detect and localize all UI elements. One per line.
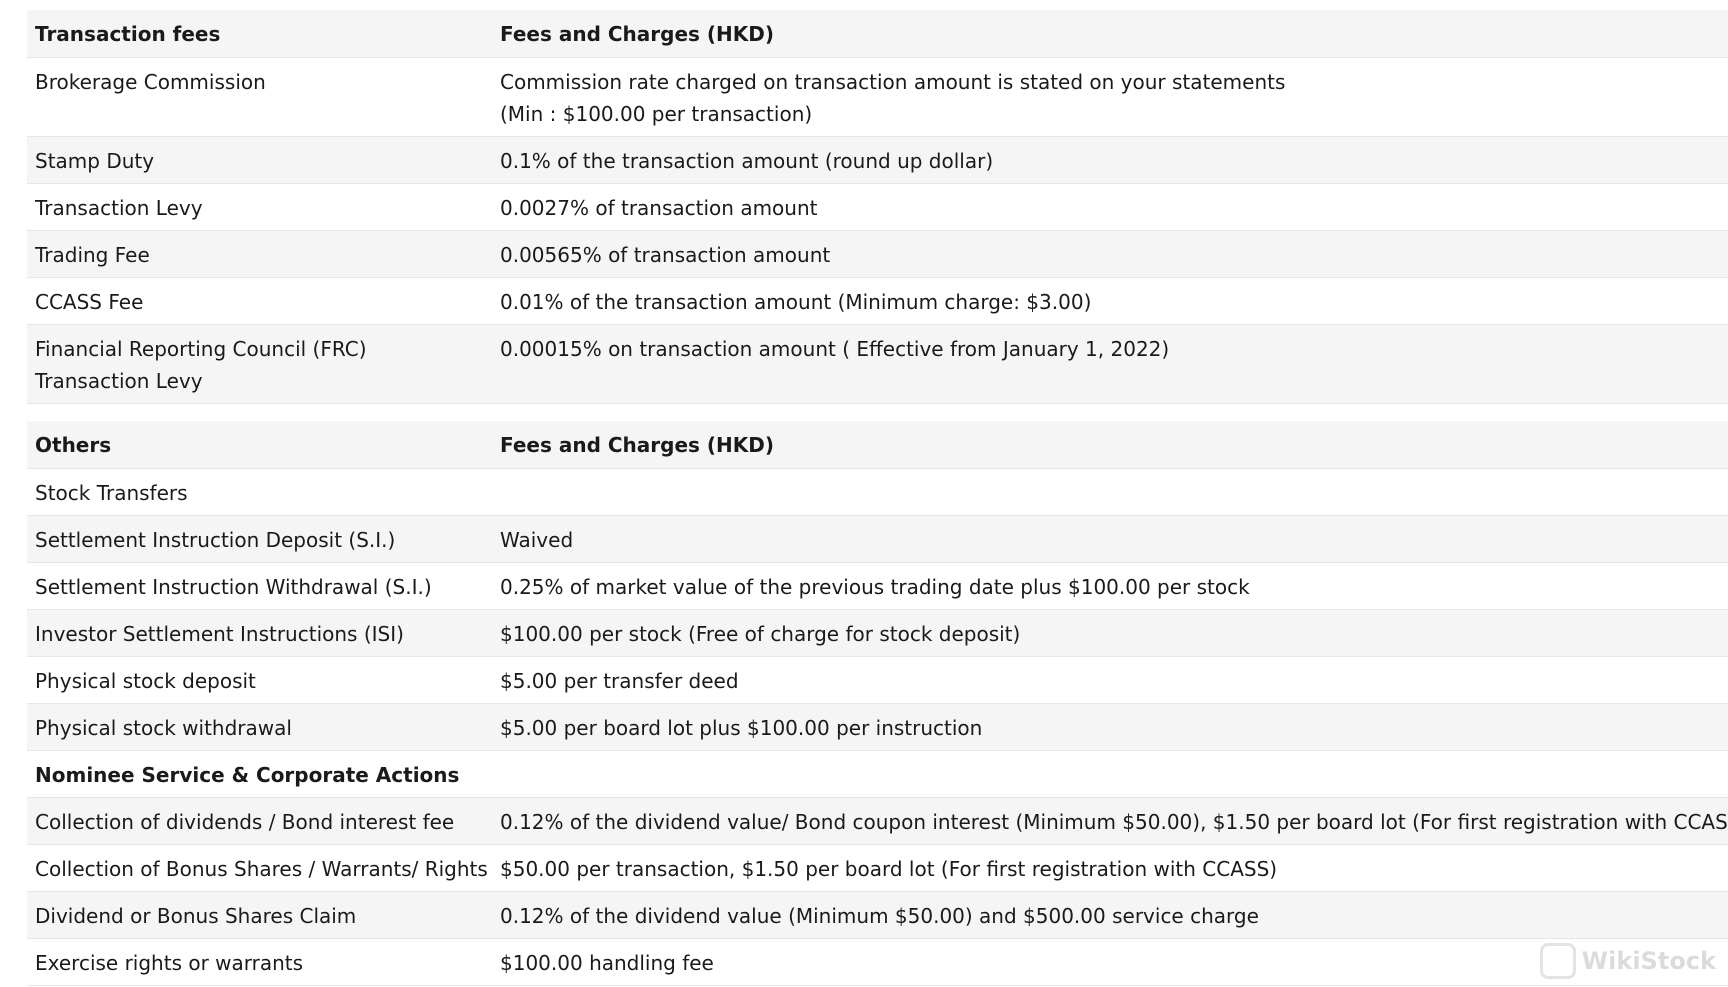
fee-item-label: Transaction Levy — [27, 183, 492, 231]
table-row: Investor Settlement Instructions (ISI) $… — [27, 609, 1728, 657]
fee-item-label: Financial Reporting Council (FRC) Transa… — [27, 324, 492, 404]
table-row: Collection of dividends / Bond interest … — [27, 797, 1728, 845]
section-subheader-row: Nominee Service & Corporate Actions — [27, 750, 1728, 798]
fee-value: $100.00 per stock (Free of charge for st… — [492, 609, 1728, 657]
table-header-row: Others Fees and Charges (HKD) — [27, 421, 1728, 469]
table-row: Stamp Duty 0.1% of the transaction amoun… — [27, 136, 1728, 184]
fee-item-label: Physical stock deposit — [27, 656, 492, 704]
header-cell-category: Transaction fees — [27, 10, 492, 58]
fee-value: $5.00 per board lot plus $100.00 per ins… — [492, 703, 1728, 751]
header-cell-fees: Fees and Charges (HKD) — [492, 10, 1728, 58]
fee-value: $5.00 per transfer deed — [492, 656, 1728, 704]
fee-value: 0.00565% of transaction amount — [492, 230, 1728, 278]
table-row: Transaction Levy 0.0027% of transaction … — [27, 183, 1728, 231]
fee-item-label: Settlement Instruction Withdrawal (S.I.) — [27, 562, 492, 610]
table-row: Stock Transfers — [27, 468, 1728, 516]
watermark-text: WikiStock — [1581, 947, 1716, 975]
header-cell-category: Others — [27, 421, 492, 469]
fee-value: Commission rate charged on transaction a… — [492, 57, 1728, 137]
table-row: Trading Fee 0.00565% of transaction amou… — [27, 230, 1728, 278]
fee-item-label: Dividend or Bonus Shares Claim — [27, 891, 492, 939]
fee-value-line: Commission rate charged on transaction a… — [500, 69, 1286, 94]
fee-value-line: (Min : $100.00 per transaction) — [500, 101, 813, 126]
fee-item-label: CCASS Fee — [27, 277, 492, 325]
section-subheader: Nominee Service & Corporate Actions — [27, 750, 492, 798]
fee-value: 0.01% of the transaction amount (Minimum… — [492, 277, 1728, 325]
fee-value: 0.1% of the transaction amount (round up… — [492, 136, 1728, 184]
watermark: WikiStock — [1539, 943, 1716, 979]
table-row: Dividend or Bonus Shares Claim 0.12% of … — [27, 891, 1728, 939]
fee-value: 0.12% of the dividend value (Minimum $50… — [492, 891, 1728, 939]
table-row: Exercise rights or warrants $100.00 hand… — [27, 938, 1728, 986]
table-row: CCASS Fee 0.01% of the transaction amoun… — [27, 277, 1728, 325]
fee-item-label: Physical stock withdrawal — [27, 703, 492, 751]
wikistock-logo-icon — [1539, 943, 1576, 979]
fee-item-label: Investor Settlement Instructions (ISI) — [27, 609, 492, 657]
fee-item-label: Collection of dividends / Bond interest … — [27, 797, 492, 845]
table-row: Settlement Instruction Deposit (S.I.) Wa… — [27, 515, 1728, 563]
fee-item-label-line: Transaction Levy — [35, 368, 203, 393]
table-row: Brokerage Commission Commission rate cha… — [27, 57, 1728, 137]
fee-item-label-line: Financial Reporting Council (FRC) — [35, 336, 367, 361]
table-header-row: Transaction fees Fees and Charges (HKD) — [27, 10, 1728, 58]
table-row: Financial Reporting Council (FRC) Transa… — [27, 324, 1728, 404]
table-row: Physical stock deposit $5.00 per transfe… — [27, 656, 1728, 704]
fee-item-label: Exercise rights or warrants — [27, 938, 492, 986]
table-row: Physical stock withdrawal $5.00 per boar… — [27, 703, 1728, 751]
fee-value: Waived — [492, 515, 1728, 563]
fee-value — [492, 750, 1728, 798]
fee-item-label: Stock Transfers — [27, 468, 492, 516]
table-row: Collection of Bonus Shares / Warrants/ R… — [27, 844, 1728, 892]
fee-value: 0.12% of the dividend value/ Bond coupon… — [492, 797, 1728, 845]
fee-item-label: Brokerage Commission — [27, 57, 492, 137]
fee-value: 0.00015% on transaction amount ( Effecti… — [492, 324, 1728, 404]
fee-value: 0.25% of market value of the previous tr… — [492, 562, 1728, 610]
fee-item-label: Collection of Bonus Shares / Warrants/ R… — [27, 844, 492, 892]
fee-value: $100.00 handling fee — [492, 938, 1728, 986]
other-fees-table: Others Fees and Charges (HKD) Stock Tran… — [27, 421, 1728, 986]
header-cell-fees: Fees and Charges (HKD) — [492, 421, 1728, 469]
table-row: Settlement Instruction Withdrawal (S.I.)… — [27, 562, 1728, 610]
fee-item-label: Trading Fee — [27, 230, 492, 278]
fee-value — [492, 468, 1728, 516]
transaction-fees-table: Transaction fees Fees and Charges (HKD) … — [27, 10, 1728, 404]
fee-value: 0.0027% of transaction amount — [492, 183, 1728, 231]
fee-value: $50.00 per transaction, $1.50 per board … — [492, 844, 1728, 892]
fee-item-label: Stamp Duty — [27, 136, 492, 184]
fee-item-label: Settlement Instruction Deposit (S.I.) — [27, 515, 492, 563]
